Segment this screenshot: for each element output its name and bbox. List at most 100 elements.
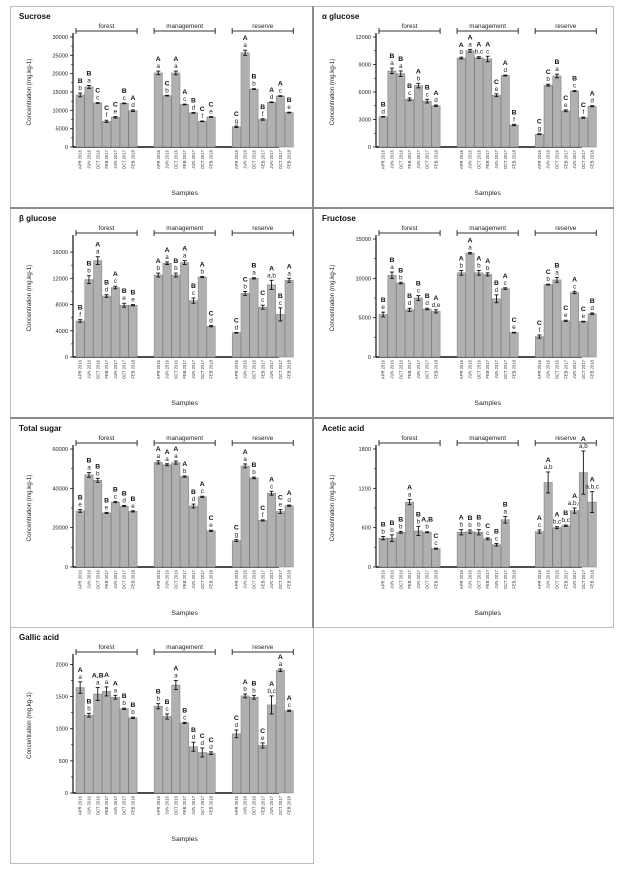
significance-upper: B <box>173 258 178 265</box>
significance-upper: C <box>563 95 568 102</box>
bar <box>180 104 190 148</box>
bar <box>570 510 579 568</box>
group-label: forest <box>99 644 115 651</box>
significance-upper: A <box>503 60 508 67</box>
significance-lower: b <box>252 81 256 88</box>
significance-upper: B <box>407 293 412 300</box>
significance-upper: A <box>468 34 473 41</box>
group-label: forest <box>402 23 418 30</box>
bar <box>387 274 397 358</box>
significance-upper: A <box>269 681 274 688</box>
bar <box>240 52 250 148</box>
chart-svg: Concentration (mg.kg-1) 0 3000 6000 9000 1200… <box>329 23 597 197</box>
x-tick-label: FEB 2017 <box>104 795 109 814</box>
panel-title: Gallic acid <box>19 633 60 642</box>
significance-upper: C <box>209 102 214 109</box>
bar <box>206 530 216 568</box>
significance-upper: B <box>78 495 83 502</box>
group-label: reserve <box>555 23 576 30</box>
significance-upper: A <box>156 446 161 453</box>
y-tick-label: 2000 <box>56 662 68 668</box>
significance-upper: B <box>416 511 421 518</box>
group-label: management <box>166 644 203 651</box>
significance-lower: e <box>209 522 213 529</box>
x-tick-label: FEB 2017 <box>485 359 490 378</box>
bar <box>128 304 138 358</box>
bar <box>162 716 172 794</box>
significance-upper: A <box>269 87 274 94</box>
group-label: reserve <box>252 435 273 442</box>
x-tick-label: JUN 2016 <box>243 359 248 378</box>
significance-upper: A <box>554 512 559 519</box>
bar <box>258 119 268 148</box>
x-tick-label: OCT 2017 <box>503 569 508 589</box>
x-tick-label: OCT 2017 <box>581 569 586 589</box>
bar <box>231 540 241 568</box>
significance-upper: B <box>86 698 91 705</box>
x-tick-label: FEB 2018 <box>130 569 135 588</box>
x-tick-label: FEB 2017 <box>104 149 109 168</box>
bar <box>431 105 441 148</box>
x-tick-label: JUN 2017 <box>191 569 196 588</box>
y-tick-label: 0 <box>65 355 68 361</box>
significance-lower: b <box>486 265 490 272</box>
significance-upper: A <box>459 255 464 262</box>
significance-upper: C <box>95 88 100 95</box>
y-tick-label: 5000 <box>56 127 68 133</box>
bar <box>465 252 475 358</box>
x-tick-label: OCT 2016 <box>251 795 256 815</box>
x-tick-label: FEB 2017 <box>260 795 265 814</box>
bar <box>267 284 276 358</box>
x-tick-label: OCT 2016 <box>554 149 559 169</box>
significance-upper: B <box>425 293 430 300</box>
bar <box>552 527 562 568</box>
significance-upper: A <box>572 276 577 283</box>
x-tick-label: FEB 2018 <box>287 569 292 588</box>
significance-lower: c <box>279 88 282 95</box>
y-tick-label: 40000 <box>52 486 68 492</box>
x-tick-label: FEB 2017 <box>563 359 568 378</box>
bar <box>75 510 85 568</box>
y-tick-label: 1000 <box>56 727 68 733</box>
significance-lower: c <box>434 540 437 547</box>
significance-upper: B <box>95 463 100 470</box>
bar <box>84 474 94 568</box>
significance-upper: B <box>165 699 170 706</box>
significance-lower: b <box>174 265 178 272</box>
group-label: reserve <box>252 23 273 30</box>
x-tick-label: JUN 2017 <box>191 795 196 814</box>
panel-title: Sucrose <box>19 12 51 21</box>
significance-lower: b <box>399 274 403 281</box>
x-tick-label: OCT 2016 <box>251 359 256 379</box>
significance-lower: a <box>243 42 247 49</box>
significance-lower: b,c <box>475 49 483 56</box>
significance-lower: b <box>381 529 385 536</box>
x-axis-label: Samples <box>474 610 501 617</box>
significance-upper: C <box>209 311 214 318</box>
significance-upper: A,B <box>92 673 104 680</box>
x-tick-label: JUN 2016 <box>546 359 551 378</box>
x-axis-label: Samples <box>171 610 198 617</box>
significance-upper: A <box>572 493 577 500</box>
significance-lower: b <box>390 527 394 534</box>
bar <box>465 531 475 568</box>
significance-lower: b <box>459 522 463 529</box>
x-tick-label: OCT 2016 <box>95 569 100 589</box>
x-tick-label: OCT 2017 <box>425 569 430 589</box>
y-axis-label: Concentration (mg.kg-1) <box>329 59 336 126</box>
group-label: reserve <box>252 225 273 232</box>
significance-lower: d <box>590 98 594 105</box>
significance-lower: d <box>235 324 239 331</box>
x-tick-label: FEB 2018 <box>433 149 438 168</box>
significance-upper: B <box>416 281 421 288</box>
bar <box>249 278 259 358</box>
x-axis-label: Samples <box>474 400 501 407</box>
significance-lower: b <box>252 687 256 694</box>
bar <box>110 117 120 148</box>
bar <box>84 714 94 794</box>
y-axis-label: Concentration (mg.kg-1) <box>26 692 33 759</box>
x-tick-label: JUN 2017 <box>191 359 196 378</box>
bar <box>206 116 216 148</box>
x-tick-label: APR 2016 <box>78 569 83 589</box>
significance-upper: A <box>78 667 83 674</box>
